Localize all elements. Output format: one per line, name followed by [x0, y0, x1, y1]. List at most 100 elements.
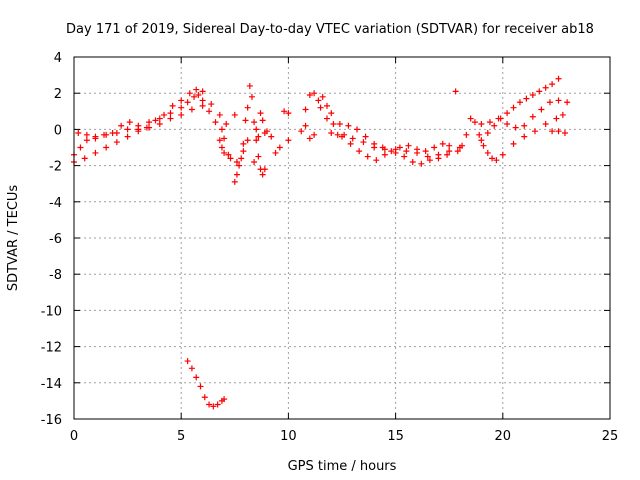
data-point — [334, 131, 341, 138]
data-point — [446, 148, 453, 155]
data-point — [523, 95, 530, 102]
data-point — [233, 158, 240, 165]
data-point — [184, 358, 191, 365]
data-point — [431, 144, 438, 151]
data-point — [495, 115, 502, 122]
data-point — [546, 99, 553, 106]
data-point — [564, 99, 571, 106]
data-point — [323, 102, 330, 109]
data-point — [392, 149, 399, 156]
data-point — [493, 157, 500, 164]
x-tick-label: 20 — [495, 429, 512, 444]
data-point — [555, 75, 562, 82]
data-point — [561, 130, 568, 137]
data-point — [184, 99, 191, 106]
data-point — [156, 120, 163, 127]
y-axis-ticks: -16 -14 -12 -10 -8 -6 -4 -2 0 2 4 — [41, 51, 610, 428]
series-mid-scatter-7-to-8 — [216, 82, 268, 185]
data-point — [251, 158, 258, 165]
data-point — [486, 119, 493, 126]
data-point — [553, 115, 560, 122]
series-lower-branch — [71, 102, 206, 165]
data-point — [510, 140, 517, 147]
data-point — [216, 111, 223, 118]
data-point — [516, 99, 523, 106]
series-track-10-to-14 — [298, 90, 463, 160]
data-point — [439, 140, 446, 147]
data-point — [210, 403, 217, 410]
data-point — [246, 82, 253, 89]
y-tick-label: 2 — [54, 87, 62, 102]
data-point — [426, 157, 433, 164]
data-point — [559, 111, 566, 118]
data-point — [169, 102, 176, 109]
data-point — [418, 160, 425, 167]
series-outlier-arc — [184, 358, 228, 410]
data-point — [381, 151, 388, 158]
data-point — [259, 171, 266, 178]
data-point — [257, 110, 264, 117]
data-point — [463, 131, 470, 138]
data-point — [362, 133, 369, 140]
data-point — [240, 148, 247, 155]
data-point — [510, 104, 517, 111]
data-point — [480, 142, 487, 149]
data-point — [521, 133, 528, 140]
data-point — [75, 130, 82, 137]
data-point — [529, 113, 536, 120]
data-point — [302, 106, 309, 113]
y-tick-label: -16 — [41, 413, 62, 428]
data-points — [71, 75, 571, 410]
x-axis-ticks: 0 5 10 15 20 25 — [70, 57, 618, 444]
y-tick-label: -4 — [49, 196, 62, 211]
data-point — [186, 90, 193, 97]
data-point — [193, 86, 200, 93]
data-point — [253, 126, 260, 133]
data-point — [499, 151, 506, 158]
data-point — [403, 148, 410, 155]
data-point — [124, 133, 131, 140]
data-point — [555, 128, 562, 135]
data-point — [244, 137, 251, 144]
data-point — [484, 130, 491, 137]
data-point — [536, 88, 543, 95]
data-point — [319, 93, 326, 100]
x-tick-label: 5 — [177, 429, 185, 444]
data-point — [272, 149, 279, 156]
data-point — [109, 130, 116, 137]
data-point — [195, 92, 202, 99]
data-point — [199, 102, 206, 109]
data-point — [281, 108, 288, 115]
data-point — [328, 110, 335, 117]
data-point — [143, 124, 150, 131]
data-point — [167, 110, 174, 117]
data-point — [113, 139, 120, 146]
series-late-lower-track — [454, 111, 566, 164]
data-point — [208, 101, 215, 108]
data-point — [435, 155, 442, 162]
data-point — [347, 140, 354, 147]
data-point — [83, 131, 90, 138]
data-point — [92, 149, 99, 156]
data-point — [126, 119, 133, 126]
grid — [74, 57, 610, 419]
data-point — [233, 171, 240, 178]
data-point — [459, 142, 466, 149]
y-tick-label: -8 — [49, 268, 62, 283]
data-point — [323, 115, 330, 122]
data-point — [298, 128, 305, 135]
series-mid-scatter-8-to-9 — [227, 108, 292, 165]
data-point — [77, 144, 84, 151]
data-point — [212, 119, 219, 126]
data-point — [452, 88, 459, 95]
y-tick-label: -12 — [41, 341, 62, 356]
data-point — [231, 111, 238, 118]
data-point — [236, 162, 243, 169]
data-point — [306, 92, 313, 99]
data-point — [101, 131, 108, 138]
data-point — [484, 149, 491, 156]
data-point — [555, 97, 562, 104]
data-point — [178, 97, 185, 104]
series-track-10-to-14-lower — [302, 102, 451, 167]
data-point — [345, 122, 352, 129]
